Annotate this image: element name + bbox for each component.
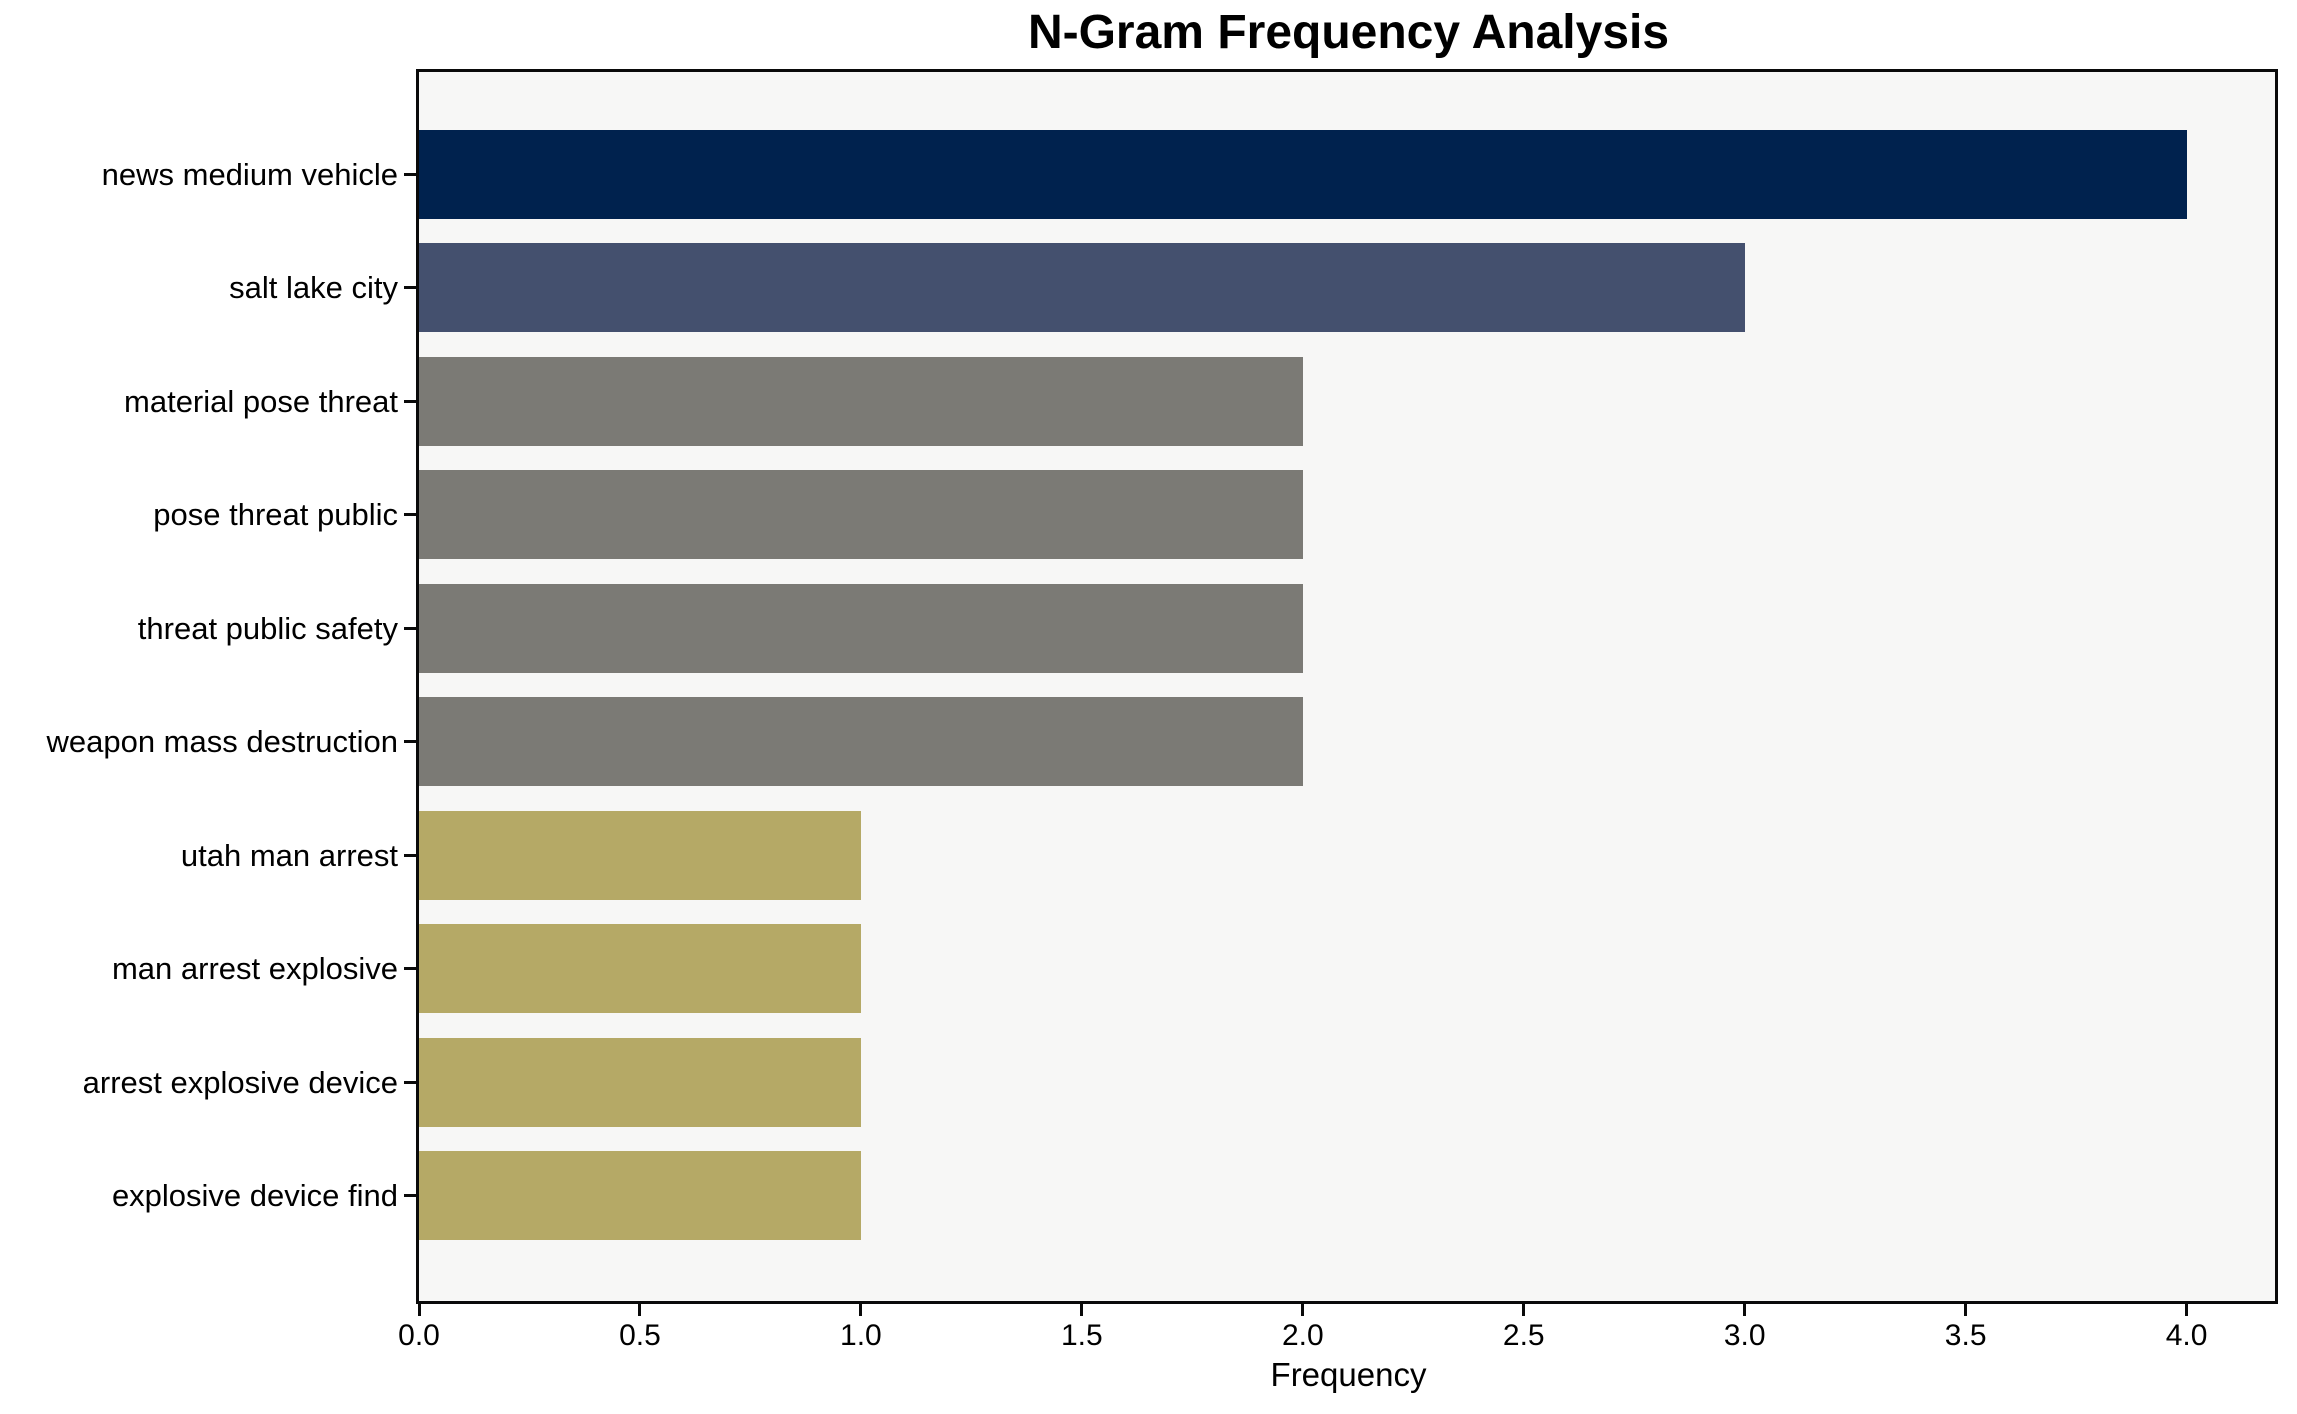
y-tick-label: explosive device find [111,1178,398,1213]
x-tick-label: 2.0 [1281,1319,1324,1352]
y-tick-mark [404,399,416,403]
y-tick-mark [404,172,416,176]
y-tick-mark [404,513,416,516]
y-tick-mark [404,740,416,743]
x-tick-label: 0.0 [398,1319,440,1352]
bar [419,129,2187,219]
y-tick-label: threat public safety [137,610,398,646]
bar [419,1037,861,1127]
x-tick-label: 3.0 [1723,1319,1766,1352]
x-tick-label: 1.0 [840,1319,882,1352]
bar [419,810,861,900]
x-tick-mark [638,1304,642,1316]
x-tick-label: 4.0 [2165,1319,2208,1352]
y-tick-label: man arrest explosive [111,951,398,986]
x-tick-mark [859,1304,863,1316]
y-tick-mark [404,1194,416,1197]
x-tick-mark [1080,1304,1084,1316]
y-tick-label: arrest explosive device [82,1064,398,1100]
y-tick-label: utah man arrest [180,837,398,873]
x-axis-label: Frequency [1270,1356,1427,1393]
bar [419,243,1745,332]
x-tick-mark [1301,1304,1305,1316]
x-tick-mark [1522,1304,1526,1316]
x-tick-mark [417,1304,421,1316]
bar [419,583,1303,673]
bar [419,697,1303,786]
x-tick-mark [2185,1304,2189,1316]
x-tick-label: 2.5 [1502,1319,1545,1352]
y-tick-label: pose threat public [153,497,398,532]
x-tick-label: 3.5 [1944,1319,1987,1352]
x-tick-label: 0.5 [619,1319,661,1352]
bar [419,1151,861,1240]
y-tick-mark [404,286,416,289]
y-tick-mark [404,626,416,630]
chart-title: N-Gram Frequency Analysis [1027,6,1670,59]
x-tick-mark [1964,1304,1968,1316]
bar [419,924,861,1013]
plot-area [416,69,2278,1304]
y-tick-mark [404,967,416,970]
x-tick-mark [1743,1304,1747,1316]
y-tick-label: weapon mass destruction [46,724,398,759]
y-tick-label: salt lake city [229,270,398,305]
y-tick-label: news medium vehicle [101,156,398,192]
y-tick-mark [404,1080,416,1084]
bar [419,356,1303,446]
x-tick-label: 1.5 [1060,1319,1103,1352]
y-tick-mark [404,853,416,857]
y-tick-label: material pose threat [124,383,398,419]
bar [419,470,1303,559]
